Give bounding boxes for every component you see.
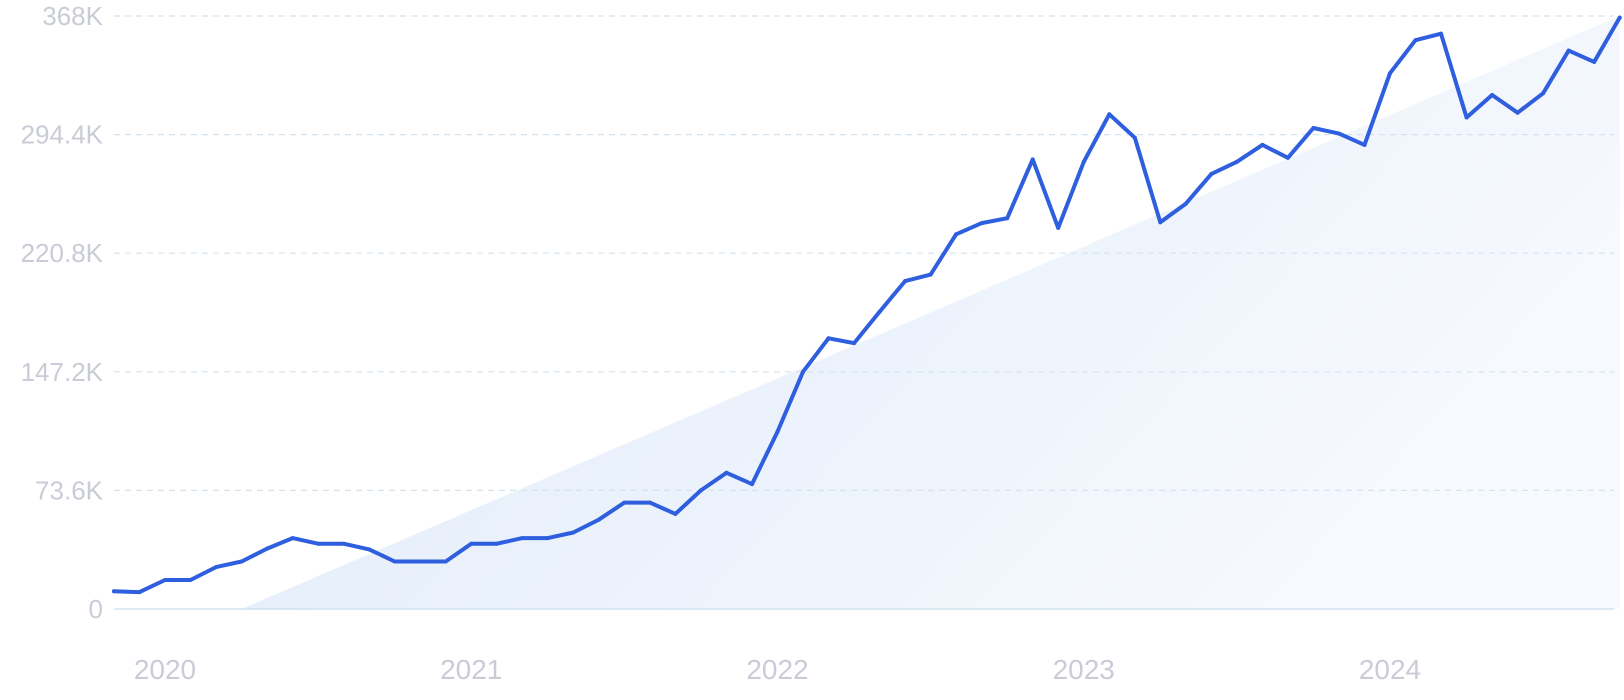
data-point (1515, 110, 1520, 115)
data-point (571, 530, 576, 535)
data-point (1413, 38, 1418, 43)
series-group (112, 15, 1622, 595)
y-tick-label: 73.6K (35, 475, 104, 505)
data-point (545, 536, 550, 541)
data-point (1234, 159, 1239, 164)
data-point (1260, 142, 1265, 147)
x-tick-label: 2021 (440, 654, 502, 685)
data-point (1490, 93, 1495, 97)
data-points (112, 15, 1622, 595)
data-point (852, 341, 857, 346)
data-point (469, 541, 474, 546)
y-axis-ticks: 0 73.6K 147.2K 220.8K 294.4K 368K (21, 1, 104, 624)
data-point (877, 309, 882, 314)
trend-area (241, 16, 1620, 609)
gridlines (114, 15, 1614, 610)
data-point (1439, 31, 1443, 36)
x-axis-ticks: 2020 2021 2022 2023 2024 (134, 654, 1421, 685)
data-point (826, 336, 831, 341)
data-point (1132, 135, 1137, 140)
series-line (112, 15, 1622, 595)
data-point (188, 578, 193, 582)
data-point (1541, 91, 1546, 96)
data-point (290, 536, 295, 541)
data-point (392, 559, 397, 564)
trend-fill (241, 16, 1620, 609)
data-point (1464, 115, 1469, 120)
data-point (1617, 15, 1622, 20)
data-point (596, 517, 601, 522)
data-point (265, 546, 270, 551)
data-point (1158, 220, 1163, 225)
x-tick-label: 2024 (1359, 654, 1421, 685)
data-point (1362, 142, 1367, 147)
data-point (112, 589, 116, 594)
x-tick-label: 2022 (746, 654, 808, 685)
data-point (928, 272, 933, 277)
data-point (137, 590, 142, 595)
y-tick-label: 368K (42, 1, 103, 31)
data-point (520, 536, 525, 541)
data-point (1081, 159, 1086, 164)
data-point (647, 500, 652, 505)
x-tick-label: 2023 (1053, 654, 1115, 685)
y-tick-label: 220.8K (21, 238, 104, 268)
data-point (698, 488, 703, 493)
y-tick-label: 294.4K (21, 120, 104, 150)
data-point (316, 541, 321, 546)
data-point (1311, 126, 1316, 130)
data-point (979, 221, 984, 226)
data-point (1030, 157, 1035, 162)
data-point (903, 279, 908, 284)
data-point (1388, 71, 1392, 76)
data-point (1056, 225, 1061, 230)
data-point (1592, 59, 1597, 64)
data-point (1107, 112, 1112, 117)
data-point (1285, 155, 1290, 160)
data-point (750, 482, 754, 487)
data-point (954, 232, 959, 237)
data-point (1566, 48, 1571, 53)
data-point (163, 578, 167, 582)
y-tick-label: 147.2K (21, 357, 104, 387)
data-point (622, 500, 627, 505)
data-point (418, 559, 423, 564)
data-point (801, 369, 805, 374)
data-point (494, 541, 499, 546)
data-point (1337, 131, 1341, 136)
data-point (673, 511, 678, 516)
y-tick-label: 0 (89, 594, 103, 624)
data-point (443, 559, 448, 564)
data-point (367, 547, 372, 552)
x-tick-label: 2020 (134, 654, 196, 685)
data-point (1209, 171, 1214, 176)
data-point (214, 565, 218, 570)
data-point (1005, 216, 1010, 221)
data-point (775, 429, 780, 434)
data-point (341, 541, 346, 546)
data-point (239, 559, 244, 564)
data-point (1183, 201, 1188, 206)
data-point (724, 470, 729, 475)
